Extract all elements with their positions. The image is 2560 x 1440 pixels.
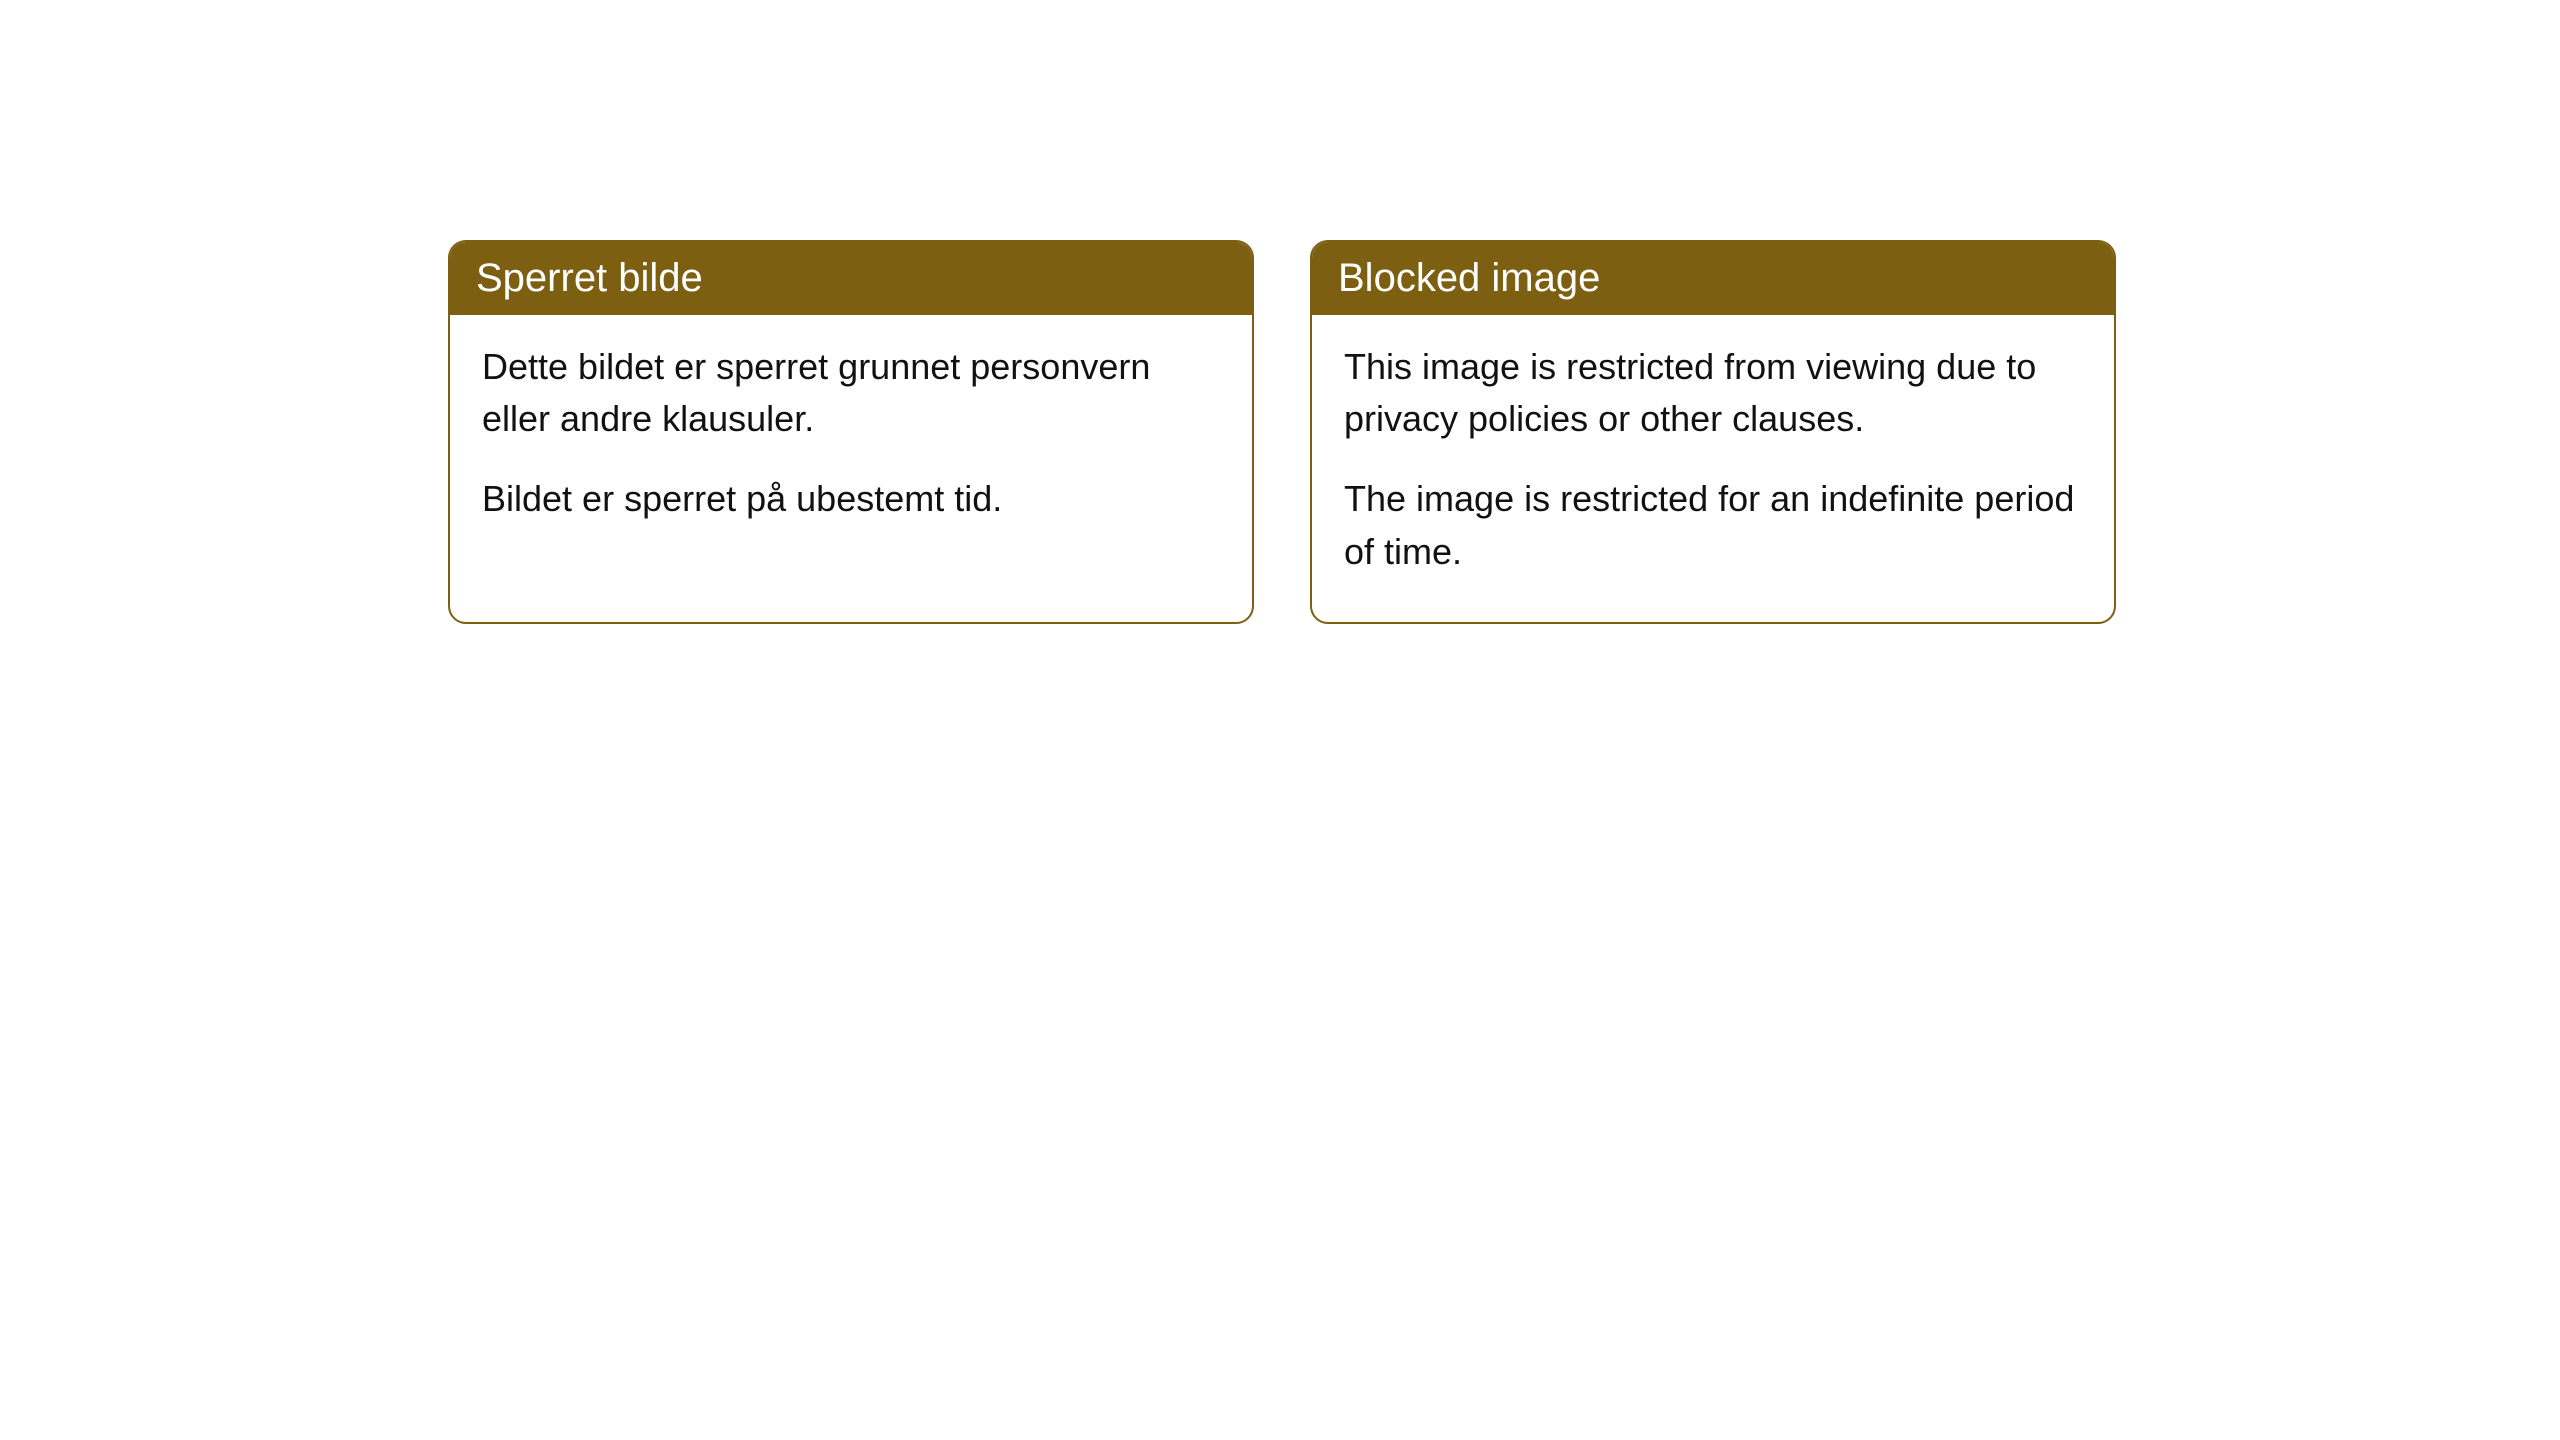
card-body-norwegian: Dette bildet er sperret grunnet personve… (450, 315, 1252, 570)
card-header-norwegian: Sperret bilde (450, 242, 1252, 315)
card-body-english: This image is restricted from viewing du… (1312, 315, 2114, 622)
card-paragraph: This image is restricted from viewing du… (1344, 341, 2082, 445)
card-paragraph: Dette bildet er sperret grunnet personve… (482, 341, 1220, 445)
card-header-english: Blocked image (1312, 242, 2114, 315)
card-english: Blocked image This image is restricted f… (1310, 240, 2116, 624)
cards-container: Sperret bilde Dette bildet er sperret gr… (448, 240, 2116, 624)
card-paragraph: Bildet er sperret på ubestemt tid. (482, 473, 1220, 525)
card-paragraph: The image is restricted for an indefinit… (1344, 473, 2082, 577)
card-norwegian: Sperret bilde Dette bildet er sperret gr… (448, 240, 1254, 624)
